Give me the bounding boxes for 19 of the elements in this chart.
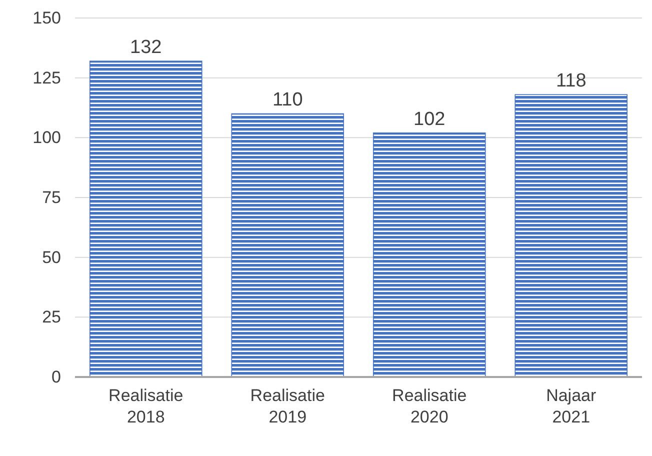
bar (372, 132, 486, 378)
bar (514, 94, 628, 378)
y-tick-label: 75 (42, 188, 61, 207)
x-tick-label: Realisatie 2018 (108, 386, 184, 426)
y-tick-label: 25 (42, 308, 61, 327)
y-tick-label: 125 (32, 68, 61, 88)
bar (231, 113, 344, 378)
y-tick-label: 100 (32, 128, 61, 148)
data-label: 132 (130, 37, 162, 58)
y-tick-label: 50 (42, 248, 61, 267)
data-label: 118 (556, 70, 586, 92)
data-label: 110 (272, 90, 303, 111)
x-tick-label: Realisatie 2019 (250, 386, 325, 426)
y-tick-label: 150 (32, 8, 61, 28)
bar (89, 60, 202, 378)
y-tick-label: 0 (52, 367, 61, 386)
data-label: 102 (414, 108, 446, 130)
x-tick-label: Realisatie 2020 (392, 386, 467, 426)
x-tick-label: Najaar 2021 (546, 386, 596, 426)
